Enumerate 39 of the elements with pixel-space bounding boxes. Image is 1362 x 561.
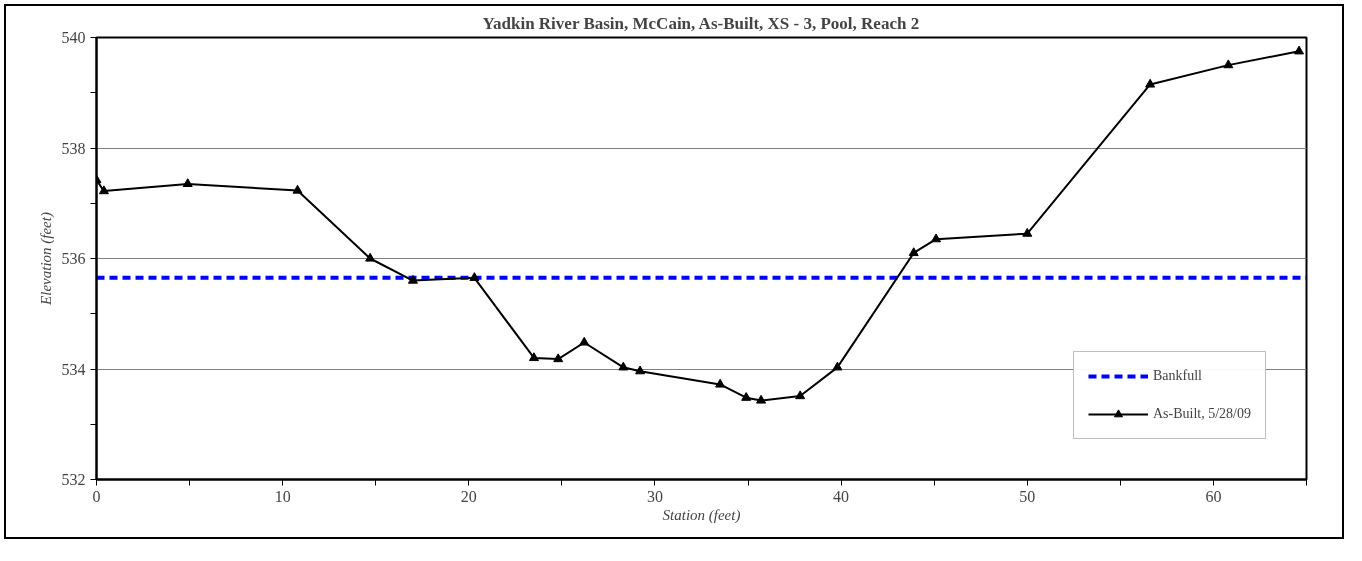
point <box>407 274 418 284</box>
point <box>756 394 767 404</box>
x-tick-label: 10 <box>274 487 291 505</box>
x-tick-label: 0 <box>92 487 101 505</box>
point <box>292 184 303 194</box>
x-tick-label: 30 <box>646 487 663 505</box>
point <box>618 361 629 371</box>
point <box>553 353 564 363</box>
point <box>1145 78 1156 88</box>
point <box>469 272 480 281</box>
point <box>832 361 843 371</box>
point <box>1294 45 1305 55</box>
point <box>1022 227 1033 237</box>
point <box>528 352 539 362</box>
legend-label: Bankfull <box>1152 368 1202 384</box>
point <box>365 252 376 262</box>
y-tick-label: 536 <box>61 250 86 267</box>
point <box>931 233 942 243</box>
x-tick-label: 40 <box>833 487 850 505</box>
legend-label: As-Built, 5/28/09 <box>1152 406 1251 422</box>
point <box>635 365 646 375</box>
x-axis-title: Station (feet) <box>662 506 741 524</box>
y-axis-title: Elevation (feet) <box>37 212 55 306</box>
point <box>579 336 590 346</box>
point <box>1223 59 1234 69</box>
point <box>182 178 193 188</box>
x-tick-label: 60 <box>1205 487 1222 505</box>
y-tick-label: 540 <box>61 29 86 46</box>
point <box>98 185 109 195</box>
point <box>908 247 919 257</box>
point <box>741 392 752 401</box>
point <box>715 378 726 388</box>
y-tick-label: 532 <box>61 471 86 488</box>
point <box>795 390 806 400</box>
x-tick-label: 50 <box>1019 487 1036 505</box>
y-tick-label: 534 <box>61 360 86 378</box>
x-tick-label: 20 <box>460 487 477 505</box>
chart-title: Yadkin River Basin, McCain, As-Built, XS - 3, Pool, Reach 2 <box>482 13 920 33</box>
y-tick-label: 538 <box>61 139 86 157</box>
